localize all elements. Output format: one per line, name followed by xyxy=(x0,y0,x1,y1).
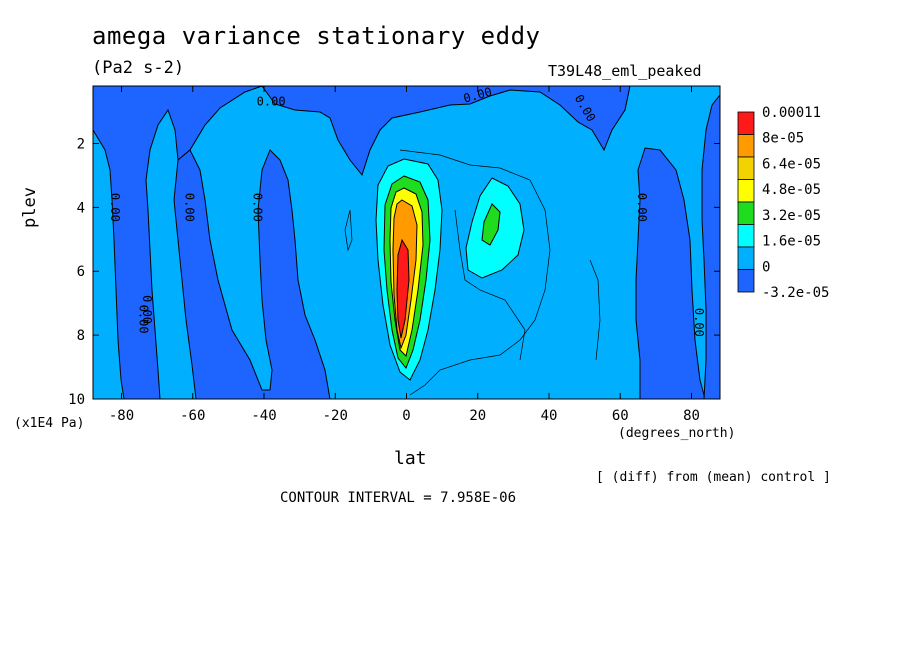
x-axis-ticks: -80 -60 -40 -20 0 20 40 60 80 xyxy=(109,86,700,424)
x-tick-label: 60 xyxy=(612,408,629,424)
colorbar-swatch xyxy=(737,134,755,158)
colorbar: 0.00011 8e-05 6.4e-05 4.8e-05 3.2e-05 1.6e-05… xyxy=(737,105,829,301)
y-tick-label: 4 xyxy=(77,200,85,216)
x-axis-label: lat xyxy=(394,448,427,469)
chart-title: amega variance stationary eddy xyxy=(92,22,541,50)
contour-line-3 xyxy=(344,209,353,252)
fill-negative-far-south xyxy=(93,86,263,399)
fill-negative-far-north xyxy=(701,94,720,399)
x-tick-label: -80 xyxy=(109,408,134,424)
contour-fills xyxy=(93,86,720,399)
contour-labels: 0.00 0.00 0.000.00 0.00 0.00 0.000.000.00 0.00 xyxy=(108,85,706,337)
colorbar-swatch xyxy=(737,156,755,180)
chart-units: (Pa2 s-2) xyxy=(92,58,185,78)
x-tick-label: 20 xyxy=(469,408,486,424)
run-name: T39L48_eml_peaked xyxy=(548,62,702,80)
colorbar-label: 0.00011 xyxy=(762,105,821,121)
colorbar-swatch xyxy=(737,179,755,203)
x-tick-label: -20 xyxy=(323,408,348,424)
contour-label: 0.00 xyxy=(183,193,197,222)
y-tick-label: 8 xyxy=(77,328,85,344)
colorbar-label: 8e-05 xyxy=(762,131,804,147)
x-tick-label: 40 xyxy=(541,408,558,424)
y-axis-label: plev xyxy=(20,187,40,228)
colorbar-swatch xyxy=(737,246,755,270)
y-tick-label: 6 xyxy=(77,264,85,280)
fill-pos-secondary-2 xyxy=(481,203,501,246)
contour-label: 0.00 xyxy=(692,308,706,337)
colorbar-label: 1.6e-05 xyxy=(762,234,821,250)
contour-label: 0.00 xyxy=(250,193,264,222)
colorbar-label: 3.2e-05 xyxy=(762,208,821,224)
colorbar-label: 0 xyxy=(762,259,770,275)
fill-negative-north-mid xyxy=(635,147,706,399)
contour-interval-label: CONTOUR INTERVAL = 7.958E-06 xyxy=(280,490,517,506)
x-tick-label: -60 xyxy=(180,408,205,424)
fill-pos-5 xyxy=(396,238,410,339)
colorbar-swatch xyxy=(737,201,755,225)
x-tick-label: 0 xyxy=(402,408,410,424)
contour-label: 0.00 xyxy=(635,193,649,222)
x-tick-label: 80 xyxy=(683,408,700,424)
colorbar-label: 4.8e-05 xyxy=(762,182,821,198)
contour-line-2 xyxy=(454,209,526,361)
colorbar-swatch xyxy=(737,111,755,135)
fill-negative-top-band xyxy=(261,86,631,177)
y-tick-label: 2 xyxy=(77,136,85,152)
y-axis-units: (x1E4 Pa) xyxy=(14,416,85,431)
contour-label: 0.00 xyxy=(108,193,122,222)
colorbar-swatch xyxy=(737,269,755,293)
colorbar-swatch xyxy=(737,224,755,248)
contour-line-1 xyxy=(399,149,551,396)
x-axis-units: (degrees_north) xyxy=(618,426,736,441)
colorbar-label: -3.2e-05 xyxy=(762,285,829,301)
fill-negative-south-mid xyxy=(173,149,331,399)
x-tick-label: -40 xyxy=(251,408,276,424)
contour-label: 0.00 xyxy=(140,295,154,324)
y-tick-label: 10 xyxy=(68,392,85,408)
colorbar-label: 6.4e-05 xyxy=(762,156,821,172)
y-axis-ticks: 2 4 6 8 10 xyxy=(68,136,720,408)
contour-label: 0.00 xyxy=(257,94,286,108)
diff-note: [ (diff) from (mean) control ] xyxy=(596,470,831,485)
contour-line-4 xyxy=(589,259,601,361)
contour-label: 0.00 xyxy=(136,305,150,334)
